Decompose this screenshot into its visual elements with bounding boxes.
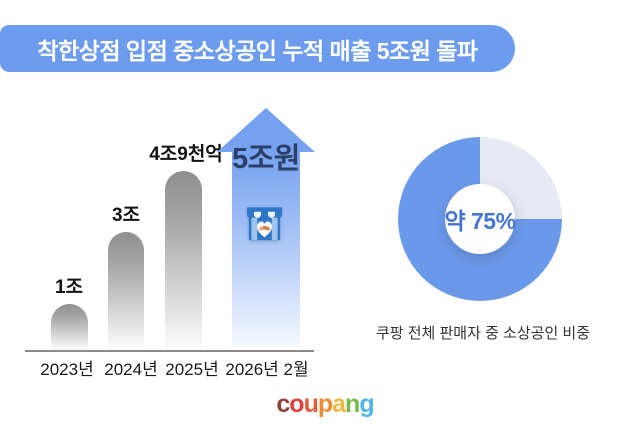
donut-ring: 약 75% (398, 137, 562, 301)
coupang-logo: coupang (276, 390, 374, 419)
x-tick-2024: 2024년 (104, 360, 158, 379)
donut-center-label: 약 75% (444, 208, 516, 234)
bar-2023 (51, 304, 88, 350)
bar-value-label-2025: 4조9천억 (149, 144, 223, 165)
donut-caption: 쿠팡 전체 판매자 중 소상공인 비중 (375, 325, 591, 342)
logo-letter: c (276, 390, 290, 418)
bar-value-label-2024: 3조 (111, 205, 141, 226)
arrow-value-label-2026: 5조원 (232, 143, 301, 175)
donut-center (445, 184, 515, 254)
page-title: 착한상점 입점 중소상공인 누적 매출 5조원 돌파 (37, 37, 478, 64)
logo-letter: n (345, 390, 360, 418)
logo-letter: u (303, 390, 319, 418)
x-tick-2025: 2025년 (165, 360, 219, 379)
x-axis-line (25, 350, 314, 352)
storefront-heart-icon (245, 204, 284, 243)
bar-2025 (165, 171, 202, 350)
logo-letter: g (359, 390, 374, 418)
logo-letter: a (332, 390, 346, 418)
x-tick-2023: 2023년 (40, 360, 94, 379)
logo-letter: p (317, 390, 333, 418)
logo-letter: o (289, 390, 304, 418)
bar-2024 (108, 232, 144, 350)
title-banner: 착한상점 입점 중소상공인 누적 매출 5조원 돌파 (0, 25, 515, 72)
x-tick-2026: 2026년 2월 (225, 360, 309, 379)
bar-value-label-2023: 1조 (54, 277, 84, 298)
